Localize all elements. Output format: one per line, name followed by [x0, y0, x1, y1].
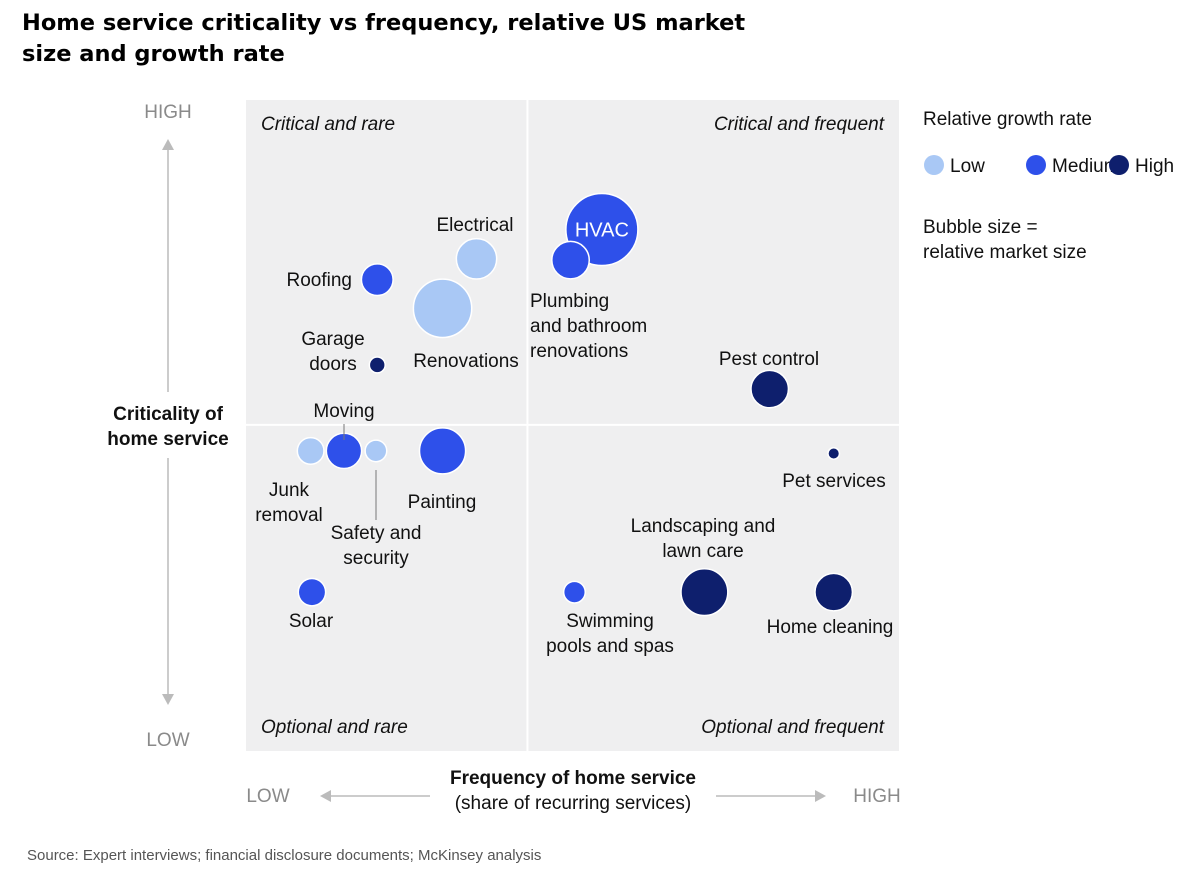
bubble-safety-and-security	[364, 439, 388, 463]
x-axis-title: Frequency of home service	[450, 768, 696, 789]
point-label-painting: Painting	[408, 492, 477, 513]
legend-label-low: Low	[950, 156, 985, 177]
point-label-garage-doors: Garage doors	[301, 329, 364, 375]
x-axis-subtitle: (share of recurring services)	[455, 793, 692, 814]
arrow-up-icon	[162, 139, 174, 150]
bubble-garage-doors	[368, 356, 386, 374]
quadrant-label-top-left: Critical and rare	[261, 114, 395, 135]
legend-swatch-high	[1109, 155, 1129, 175]
bubble-home-cleaning	[814, 572, 854, 612]
bubble-landscaping-and-lawn-care	[680, 568, 729, 617]
bubble-swimming-pools-and-spas	[562, 580, 587, 604]
point-label-renovations: Renovations	[413, 351, 519, 372]
bubble-electrical	[455, 237, 498, 280]
bubble-pest-control	[750, 369, 790, 409]
point-label-plumbing: Plumbing and bathroom renovations	[530, 291, 647, 362]
legend-label-high: High	[1135, 156, 1174, 177]
bubble-painting	[418, 427, 467, 475]
y-axis-high-label: HIGH	[144, 102, 192, 123]
point-label-solar: Solar	[289, 611, 334, 632]
bubble-junk-removal	[296, 436, 325, 465]
arrow-right-icon	[815, 790, 826, 802]
point-label-moving: Moving	[313, 401, 374, 422]
quadrant-label-top-right: Critical and frequent	[714, 114, 885, 135]
y-axis-title: Criticality of home service	[107, 404, 228, 450]
point-label-pet-services: Pet services	[782, 471, 885, 492]
point-label-safety-and-security: Safety and security	[331, 523, 422, 569]
point-label-junk-removal: Junk removal	[255, 480, 323, 526]
legend-size-note-2: relative market size	[923, 242, 1087, 263]
point-label-pest-control: Pest control	[719, 349, 819, 370]
legend-size-note-1: Bubble size =	[923, 217, 1038, 238]
quadrant-label-bottom-right: Optional and frequent	[701, 717, 884, 738]
bubble-renovations	[412, 278, 473, 339]
arrow-left-icon	[320, 790, 331, 802]
point-label-electrical: Electrical	[436, 215, 513, 236]
x-axis-high-label: HIGH	[853, 786, 901, 807]
point-label-landscaping-and-lawn-care: Landscaping and lawn care	[631, 516, 776, 562]
bubble-solar	[297, 577, 327, 607]
legend-swatch-medium	[1026, 155, 1046, 175]
bubble-plumbing	[551, 240, 591, 280]
point-label-home-cleaning: Home cleaning	[767, 617, 894, 638]
point-label-swimming-pools-and-spas: Swimming pools and spas	[546, 611, 674, 657]
bubble-roofing	[360, 263, 394, 297]
chart-title: Home service criticality vs frequency, r…	[22, 10, 746, 67]
arrow-down-icon	[162, 694, 174, 705]
legend-label-medium: Medium	[1052, 156, 1120, 177]
point-label-hvac: HVAC	[575, 220, 629, 242]
quadrant-label-bottom-left: Optional and rare	[261, 717, 408, 738]
legend-swatch-low	[924, 155, 944, 175]
point-label-roofing: Roofing	[287, 270, 353, 291]
x-axis-low-label: LOW	[246, 786, 289, 807]
bubble-pet-services	[827, 446, 841, 461]
legend-title: Relative growth rate	[923, 109, 1092, 130]
source-note: Source: Expert interviews; financial dis…	[27, 847, 542, 864]
y-axis-low-label: LOW	[146, 730, 189, 751]
